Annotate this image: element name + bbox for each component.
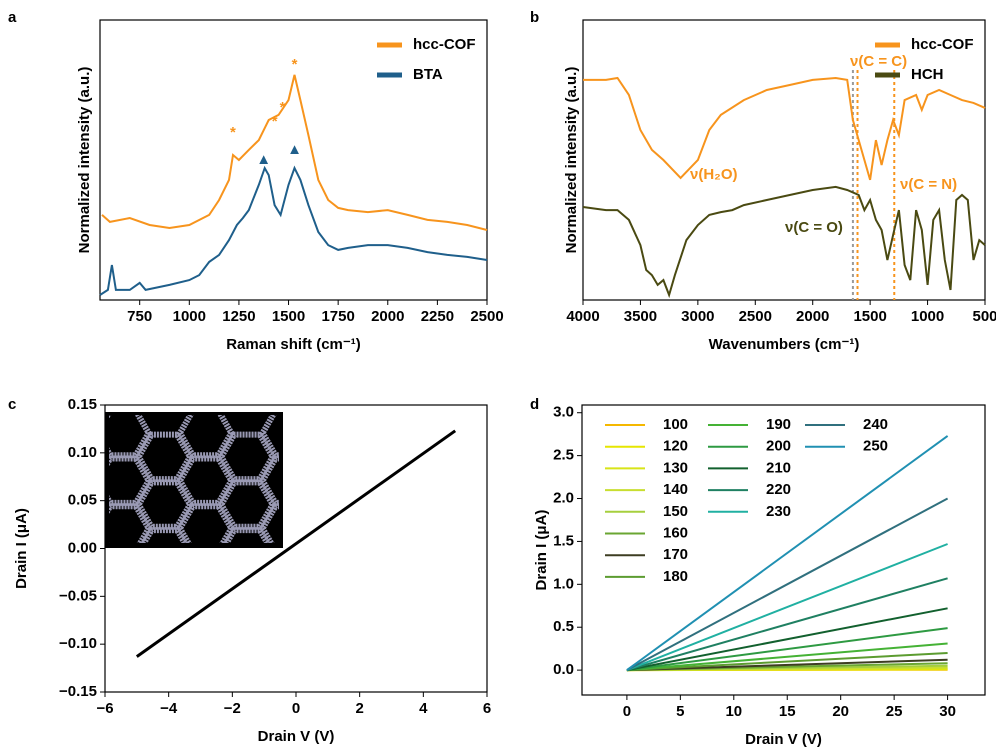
y-tick-label: 0.10: [68, 444, 97, 461]
peak-marker: ▲: [287, 141, 302, 158]
figure: 7501000125015001750200022502500aRaman sh…: [0, 0, 996, 752]
legend-label: 220: [766, 481, 791, 498]
x-tick-label: 0: [623, 703, 631, 720]
legend-label: 120: [663, 438, 688, 455]
x-tick-label: −6: [96, 700, 113, 717]
x-axis-label: Drain V (V): [258, 728, 335, 745]
legend-label: 190: [766, 416, 791, 433]
y-tick-label: 0.05: [68, 492, 97, 509]
legend-label: 250: [863, 438, 888, 455]
x-tick-label: 1000: [173, 308, 206, 325]
legend-label: 160: [663, 524, 688, 541]
peak-marker: *: [230, 124, 236, 141]
legend-label: HCH: [911, 66, 944, 83]
x-tick-label: 2000: [796, 308, 829, 325]
x-tick-label: 1500: [853, 308, 886, 325]
x-tick-label: 4: [419, 700, 428, 717]
y-axis-label: Drain I (μA): [13, 508, 30, 589]
x-tick-label: 0: [292, 700, 300, 717]
y-tick-label: 0.5: [553, 618, 574, 635]
y-axis-label: Normalized intensity (a.u.): [563, 67, 580, 254]
x-tick-label: 3000: [681, 308, 714, 325]
y-tick-label: 1.5: [553, 532, 574, 549]
inset-image: [97, 411, 314, 622]
x-tick-label: 20: [832, 703, 849, 720]
annotation: ν(H₂O): [690, 166, 738, 183]
legend-label: 200: [766, 438, 791, 455]
y-tick-label: 0.0: [553, 661, 574, 678]
annotation: ν(C = O): [785, 219, 843, 236]
x-tick-label: 2500: [739, 308, 772, 325]
y-tick-label: 2.0: [553, 489, 574, 506]
x-tick-label: 3500: [624, 308, 657, 325]
x-tick-label: 5: [676, 703, 684, 720]
legend-label: 150: [663, 503, 688, 520]
x-tick-label: 4000: [566, 308, 599, 325]
legend-label: BTA: [413, 66, 443, 83]
series-line: [583, 187, 985, 295]
legend-label: hcc-COF: [413, 36, 476, 53]
y-axis-label: Drain I (μA): [533, 510, 550, 591]
x-axis-label: Raman shift (cm⁻¹): [226, 336, 361, 353]
y-tick-label: −0.10: [59, 635, 97, 652]
series-line: [583, 78, 985, 180]
x-tick-label: 30: [939, 703, 956, 720]
legend-label: 100: [663, 416, 688, 433]
peak-marker: *: [272, 113, 278, 130]
page: 7501000125015001750200022502500aRaman sh…: [0, 0, 996, 752]
inset-hexagon: [139, 578, 190, 622]
x-tick-label: −4: [160, 700, 178, 717]
x-tick-label: 10: [725, 703, 742, 720]
inset-hexagon: [221, 578, 272, 622]
x-tick-label: 2500: [470, 308, 503, 325]
legend-label: 180: [663, 568, 688, 585]
y-axis-label: Normalized intensity (a.u.): [76, 67, 93, 254]
annotation: ν(C = C): [850, 53, 907, 70]
y-tick-label: 1.0: [553, 575, 574, 592]
legend-label: 140: [663, 481, 688, 498]
y-tick-label: 0.15: [68, 396, 97, 413]
x-tick-label: 6: [483, 700, 491, 717]
x-tick-label: 2250: [421, 308, 454, 325]
x-tick-label: 750: [127, 308, 152, 325]
peak-marker: *: [280, 99, 286, 116]
x-tick-label: 1000: [911, 308, 944, 325]
y-tick-label: −0.15: [59, 683, 97, 700]
panel-label: a: [8, 9, 17, 26]
legend-label: hcc-COF: [911, 36, 974, 53]
legend-label: 240: [863, 416, 888, 433]
y-tick-label: 0.00: [68, 539, 97, 556]
x-tick-label: −2: [224, 700, 241, 717]
panel-label: b: [530, 9, 539, 26]
legend-label: 170: [663, 546, 688, 563]
peak-marker: *: [292, 56, 298, 73]
x-axis-label: Wavenumbers (cm⁻¹): [709, 336, 860, 353]
inset-hexagon: [180, 554, 231, 598]
x-tick-label: 25: [886, 703, 903, 720]
x-tick-label: 1750: [321, 308, 354, 325]
y-tick-label: −0.05: [59, 587, 97, 604]
y-tick-label: 3.0: [553, 404, 574, 421]
peak-marker: ▲: [256, 151, 271, 168]
legend-label: 130: [663, 459, 688, 476]
annotation: ν(C = N): [900, 176, 957, 193]
x-tick-label: 2000: [371, 308, 404, 325]
panel-label: c: [8, 396, 16, 413]
x-tick-label: 1500: [272, 308, 305, 325]
panel-label: d: [530, 396, 539, 413]
legend-label: 210: [766, 459, 791, 476]
x-tick-label: 15: [779, 703, 796, 720]
x-tick-label: 500: [972, 308, 996, 325]
series-line: [100, 168, 487, 295]
x-axis-label: Drain V (V): [745, 731, 822, 748]
x-tick-label: 1250: [222, 308, 255, 325]
legend-label: 230: [766, 503, 791, 520]
y-tick-label: 2.5: [553, 447, 574, 464]
x-tick-label: 2: [355, 700, 363, 717]
